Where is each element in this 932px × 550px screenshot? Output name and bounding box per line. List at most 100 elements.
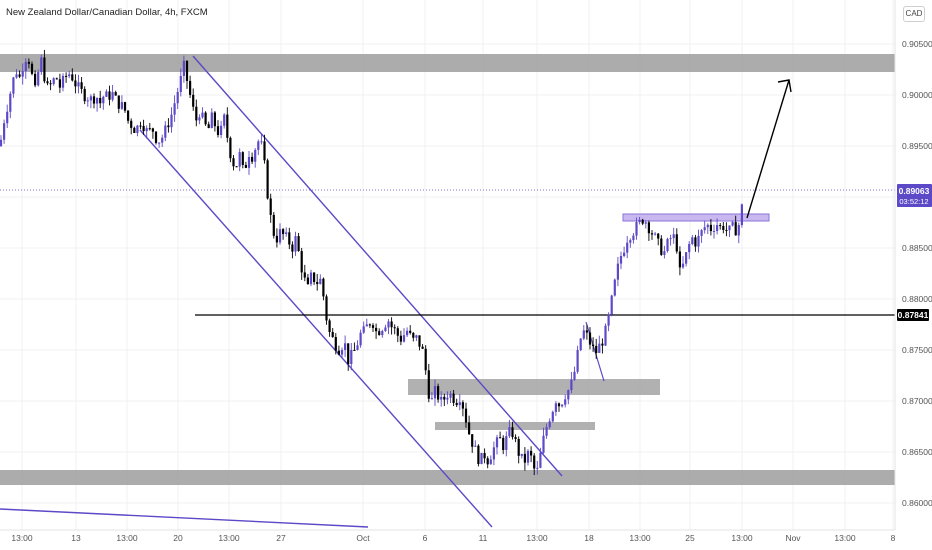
- candle-body: [542, 435, 545, 453]
- candle-body: [598, 343, 601, 353]
- candle-body: [173, 103, 176, 115]
- candle-body: [241, 152, 244, 165]
- candle-body: [15, 74, 18, 78]
- candle-body: [390, 321, 393, 328]
- time-tick-label: 13:00: [11, 533, 33, 543]
- candle-body: [21, 71, 24, 77]
- candle-body: [381, 331, 384, 336]
- price-tick-label: 0.88500: [902, 243, 932, 253]
- zone-top: [0, 54, 895, 72]
- candle-body: [266, 160, 269, 199]
- candle-body: [706, 224, 709, 228]
- candle-body: [92, 96, 96, 104]
- candle-body: [588, 332, 592, 345]
- candle-body: [437, 386, 440, 400]
- candle-body: [309, 272, 313, 285]
- candle-body: [58, 79, 61, 88]
- candle-body: [495, 437, 499, 448]
- candle-body: [86, 100, 89, 102]
- price-tick-label: 0.87000: [902, 396, 932, 406]
- price-tick-label: 0.88000: [902, 294, 932, 304]
- candle-body: [288, 232, 291, 245]
- candle-body: [127, 110, 130, 121]
- time-tick-label: 13: [71, 533, 81, 543]
- candle-body: [666, 239, 669, 252]
- candle-body: [74, 80, 77, 87]
- candle-body: [427, 370, 430, 399]
- candle-body: [111, 92, 114, 100]
- candle-body: [378, 331, 381, 336]
- candle-body: [418, 335, 421, 347]
- candle-body: [632, 235, 635, 241]
- currency-badge[interactable]: CAD: [903, 6, 925, 22]
- time-tick-label: 18: [584, 533, 594, 543]
- candle-body: [136, 125, 139, 133]
- price-tick-label: 0.89500: [902, 141, 932, 151]
- projection-arrow: [746, 79, 792, 219]
- key-level-value: 0.87841: [898, 310, 929, 320]
- candle-body: [663, 251, 666, 255]
- candle-body: [334, 337, 337, 351]
- candle-body: [468, 422, 471, 435]
- candle-body: [573, 371, 576, 380]
- candle-body: [545, 427, 548, 436]
- candle-body: [96, 97, 99, 104]
- time-tick-label: 13:00: [629, 533, 651, 543]
- time-tick-label: Nov: [785, 533, 801, 543]
- candle-body: [375, 327, 378, 332]
- zone-mid-upper: [408, 379, 660, 395]
- candle-body: [440, 396, 443, 400]
- candle-body: [353, 349, 356, 351]
- candle-body: [9, 93, 12, 112]
- candle-body: [443, 396, 446, 400]
- candle-body: [269, 198, 272, 215]
- candle-body: [216, 126, 220, 135]
- candle-body: [344, 343, 347, 350]
- candle-body: [393, 327, 396, 329]
- candle-body: [356, 345, 359, 350]
- candle-body: [461, 402, 464, 409]
- candle-body: [300, 251, 303, 273]
- candle-body: [712, 230, 716, 232]
- candle-body: [595, 345, 598, 353]
- candle-body: [319, 278, 322, 285]
- time-axis[interactable]: 13:00 13 13:00 20 13:00 27 Oct 6 11 13:00 18 13:00 2…: [11, 533, 895, 543]
- candle-body: [27, 61, 30, 64]
- candle-body: [192, 94, 195, 107]
- candle-body: [703, 227, 706, 231]
- candle-body: [421, 346, 424, 349]
- time-tick-label: 13:00: [218, 533, 240, 543]
- candle-body: [331, 332, 334, 338]
- time-tick-label: 13:00: [731, 533, 753, 543]
- candle-body: [164, 125, 167, 138]
- candle-body: [570, 379, 573, 391]
- candle-body: [365, 324, 368, 327]
- candle-body: [161, 137, 164, 143]
- candles: [0, 49, 743, 476]
- candle-body: [123, 102, 127, 111]
- candle-body: [235, 166, 238, 168]
- candle-body: [322, 278, 325, 297]
- candle-body: [579, 338, 582, 351]
- candle-body: [685, 252, 688, 264]
- candle-body: [523, 453, 526, 463]
- candle-body: [189, 80, 192, 95]
- candle-body: [650, 233, 654, 235]
- chart-title: New Zealand Dollar/Canadian Dollar, 4h, …: [6, 7, 208, 18]
- candle-body: [740, 204, 743, 226]
- candle-body: [430, 398, 433, 400]
- candle-body: [508, 427, 511, 437]
- candle-body: [458, 402, 461, 406]
- candle-body: [585, 330, 588, 333]
- channel-upper-line: [192, 55, 563, 477]
- candle-body: [55, 78, 58, 80]
- candle-body: [282, 229, 285, 235]
- candle-body: [154, 131, 158, 143]
- candle-body: [340, 349, 344, 355]
- time-tick-label: 27: [276, 533, 286, 543]
- candle-body: [223, 114, 226, 126]
- candle-body: [204, 112, 207, 125]
- candle-body: [657, 233, 660, 239]
